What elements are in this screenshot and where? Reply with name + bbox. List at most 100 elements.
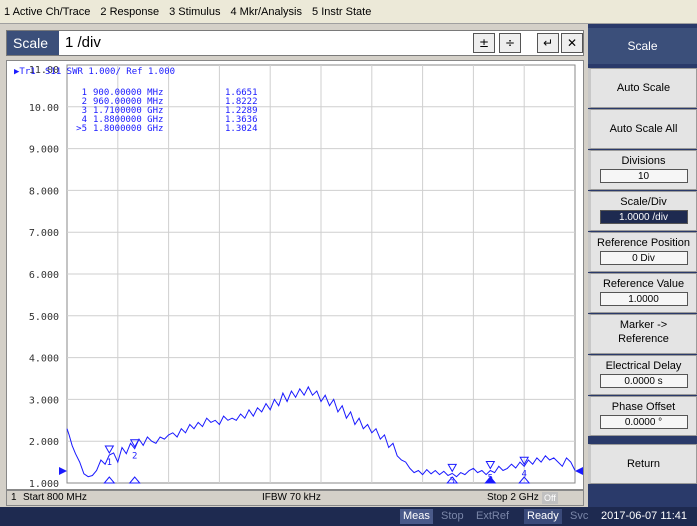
marker-freq: 1.7100000 GHz <box>93 106 163 116</box>
divisions-value: 10 <box>599 169 688 183</box>
y-tick-label: 4.000 <box>29 354 59 365</box>
stop-frequency[interactable]: Stop 2 GHz <box>487 492 539 503</box>
datetime: 2017-06-07 11:41 <box>601 510 688 522</box>
marker-label: 3 <box>450 476 455 486</box>
marker-glyphs: 12345 <box>103 439 531 486</box>
marker-table: 1 900.00000 MHz 1.6651 2 960.00000 MHz 1.8222… <box>76 88 257 134</box>
electrical-delay-value: 0.0000 s <box>599 374 688 388</box>
chart-svg: 11.00 10.00 9.000 8.000 7.000 6.000 5.000 4.000… <box>14 64 583 489</box>
marker-label: 1 <box>107 458 112 468</box>
marker-freq: 960.00000 MHz <box>93 97 163 107</box>
reference-position-button[interactable]: Reference Position 0 Div <box>588 232 697 272</box>
start-frequency[interactable]: Start 800 MHz <box>23 492 87 503</box>
menu-bar: 1 Active Ch/Trace 2 Response 3 Stimulus … <box>0 0 697 24</box>
marker-value: 1.8222 <box>225 97 258 107</box>
y-tick-label: 5.000 <box>29 312 59 323</box>
y-tick-label: 11.00 <box>29 65 59 76</box>
trace-end-arrow-icon <box>575 467 583 475</box>
menu-stimulus[interactable]: 3 Stimulus <box>169 5 221 18</box>
trace-header: S11 SWR 1.000/ Ref 1.000 <box>45 67 175 77</box>
enter-icon[interactable]: ↵ <box>537 33 559 53</box>
phase-offset-button[interactable]: Phase Offset 0.0000 ° <box>588 396 697 436</box>
marker-bottom-indicator <box>484 476 497 484</box>
y-tick-label: 10.00 <box>29 103 59 114</box>
marker-triangle[interactable] <box>447 463 458 473</box>
grid <box>67 65 575 483</box>
phase-offset-label: Phase Offset <box>611 401 676 413</box>
entry-label: Scale <box>7 31 59 55</box>
scale-div-value: 1.0000 /div <box>599 210 688 224</box>
extref-indicator: ExtRef <box>476 510 510 522</box>
meas-indicator: Meas <box>400 509 433 524</box>
reference-value-button[interactable]: Reference Value 1.0000 <box>588 273 697 313</box>
phase-offset-value: 0.0000 ° <box>599 415 688 429</box>
close-icon[interactable]: ✕ <box>561 33 583 53</box>
trace-chart: 11.00 10.00 9.000 8.000 7.000 6.000 5.000 4.000… <box>6 60 584 490</box>
marker-to-reference-button[interactable]: Marker -> Reference <box>588 314 697 354</box>
reference-value-label: Reference Value <box>602 278 685 290</box>
marker-id: 3 <box>82 106 87 116</box>
reference-position-label: Reference Position <box>597 237 690 249</box>
marker-label: 4 <box>521 469 526 479</box>
ref-position-arrow-icon <box>59 467 67 475</box>
softkey-panel: Scale Auto Scale Auto Scale All Division… <box>588 24 697 507</box>
scale-div-label: Scale/Div <box>620 196 667 208</box>
marker-value: 1.3024 <box>225 124 258 134</box>
y-tick-label: 9.000 <box>29 145 59 156</box>
auto-scale-button[interactable]: Auto Scale <box>588 68 697 108</box>
trace-badge[interactable]: ▶Tr1 <box>14 67 36 77</box>
marker-triangle[interactable] <box>129 439 140 448</box>
marker-to-reference-line2: Reference <box>618 333 669 345</box>
trace-badge-arrow: ▶ <box>14 67 20 77</box>
marker-label: 2 <box>132 452 137 462</box>
return-button[interactable]: Return <box>588 444 697 484</box>
entry-value-field[interactable]: 1 /div <box>65 34 101 51</box>
y-tick-label: 7.000 <box>29 228 59 239</box>
auto-scale-all-button[interactable]: Auto Scale All <box>588 109 697 149</box>
marker-to-reference-line1: Marker -> <box>619 319 668 331</box>
menu-mkr-analysis[interactable]: 4 Mkr/Analysis <box>230 5 303 18</box>
softkey-title: Scale <box>588 28 697 64</box>
marker-freq: 1.8000000 GHz <box>93 124 163 134</box>
electrical-delay-label: Electrical Delay <box>605 360 682 372</box>
marker-freq: 1.8800000 GHz <box>93 115 163 125</box>
status-off-badge: Off <box>542 492 558 504</box>
marker-triangle[interactable] <box>519 456 530 466</box>
marker-value: 1.6651 <box>225 88 258 98</box>
marker-bottom-indicator <box>128 476 141 484</box>
stop-indicator: Stop <box>441 510 464 522</box>
entry-bar: Scale 1 /div ± ÷ ↵ ✕ <box>6 30 584 56</box>
divisions-label: Divisions <box>621 155 666 167</box>
step-up-down-icon[interactable]: ÷ <box>499 33 521 53</box>
svc-indicator: Svc <box>570 510 589 522</box>
marker-bottom-indicator <box>103 476 116 484</box>
marker-id: >5 <box>76 124 87 134</box>
marker-triangle[interactable] <box>104 445 115 455</box>
spin-up-down-icon[interactable]: ± <box>473 33 495 53</box>
channel-number: 1 <box>11 492 17 503</box>
marker-bottom-indicator <box>518 476 531 484</box>
y-tick-label: 2.000 <box>29 437 59 448</box>
y-tick-label: 8.000 <box>29 186 59 197</box>
menu-response[interactable]: 2 Response <box>100 5 160 18</box>
ready-indicator: Ready <box>524 509 562 524</box>
reference-position-value: 0 Div <box>599 251 688 265</box>
marker-value: 1.2289 <box>225 106 258 116</box>
instrument-status-bar: Meas Stop ExtRef Ready Svc 2017-06-07 11… <box>0 507 697 526</box>
channel-status-bar: 1 Start 800 MHz IFBW 70 kHz Stop 2 GHz O… <box>6 490 584 506</box>
y-tick-label: 3.000 <box>29 395 59 406</box>
marker-id: 4 <box>82 115 87 125</box>
menu-active-ch-trace[interactable]: 1 Active Ch/Trace <box>4 5 91 18</box>
y-tick-label: 6.000 <box>29 270 59 281</box>
menu-instr-state[interactable]: 5 Instr State <box>312 5 372 18</box>
divisions-button[interactable]: Divisions 10 <box>588 150 697 190</box>
marker-id: 2 <box>82 97 87 107</box>
marker-bottom-indicator <box>446 476 459 484</box>
marker-id: 1 <box>82 88 87 98</box>
electrical-delay-button[interactable]: Electrical Delay 0.0000 s <box>588 355 697 395</box>
trace-line <box>66 385 576 478</box>
trace-badge-label: Tr1 <box>19 67 35 77</box>
scale-div-button[interactable]: Scale/Div 1.0000 /div <box>588 191 697 231</box>
marker-triangle[interactable] <box>485 460 496 470</box>
ifbw-label[interactable]: IFBW 70 kHz <box>262 492 321 503</box>
